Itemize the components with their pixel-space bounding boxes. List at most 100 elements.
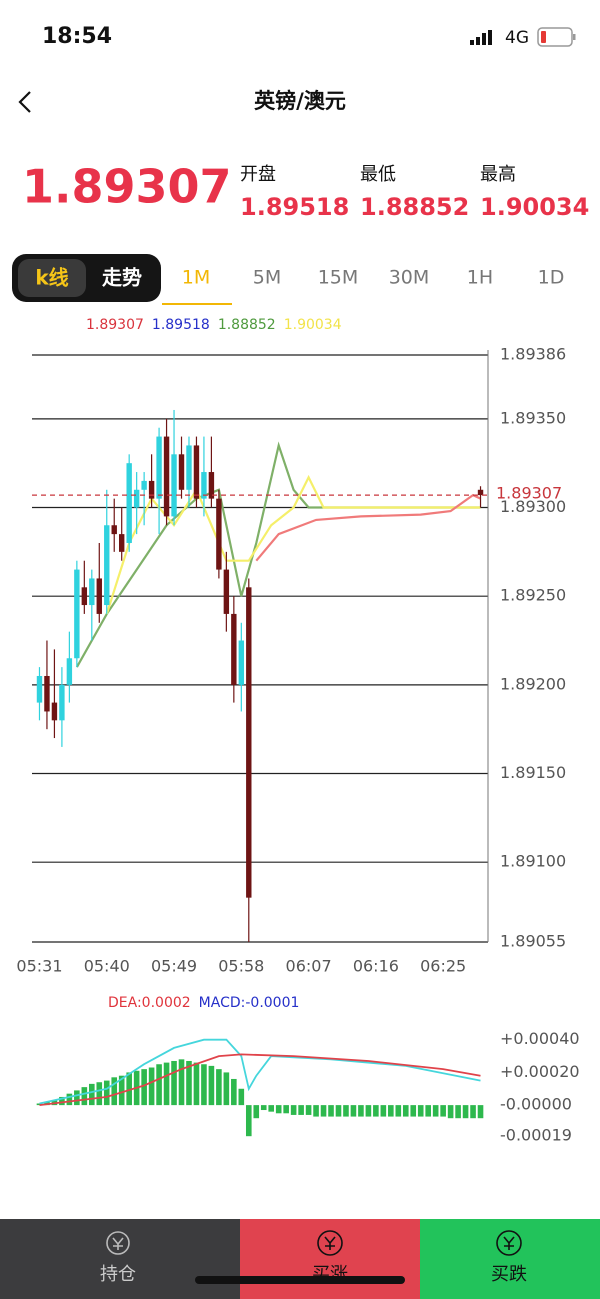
macd-bar	[455, 1105, 461, 1119]
mode-tab[interactable]: k线	[35, 266, 68, 290]
candle-body	[111, 525, 117, 535]
y-tick-label: +0.00020	[500, 1062, 580, 1081]
period-tab[interactable]: 5M	[253, 267, 281, 289]
candle-body	[81, 587, 88, 606]
macd-bar	[410, 1105, 417, 1117]
macd-bar	[365, 1105, 372, 1117]
macd-bar	[380, 1105, 387, 1117]
macd-bar	[328, 1105, 334, 1117]
stat-label: 最低	[360, 164, 396, 185]
candle-body	[216, 498, 222, 570]
macd-bar	[320, 1105, 327, 1117]
nav-buy-down-bg[interactable]	[420, 1219, 600, 1299]
y-tick-label: 1.89055	[500, 932, 566, 951]
y-tick-label: 1.89350	[500, 408, 566, 427]
legend-item: 1.89307	[86, 317, 144, 333]
macd-bar	[96, 1082, 103, 1106]
candle-body	[126, 463, 132, 543]
macd-bar	[111, 1077, 118, 1106]
x-tick-label: 05:31	[16, 957, 62, 976]
x-tick-label: 05:58	[218, 957, 264, 976]
macd-bar	[231, 1078, 237, 1106]
signal-icon	[470, 30, 492, 45]
nav-buy-up-bg[interactable]	[240, 1219, 420, 1299]
macd-bar	[171, 1060, 177, 1106]
macd-bar	[335, 1105, 342, 1117]
macd-bar	[477, 1105, 484, 1119]
macd-bar	[238, 1088, 245, 1106]
candle-body	[208, 472, 215, 499]
period-tab[interactable]: 1D	[538, 267, 565, 289]
moving-average-line	[75, 441, 481, 668]
candle-body	[51, 702, 58, 721]
candle-body	[141, 480, 147, 490]
current-price-label: 1.89307	[496, 484, 562, 503]
macd-bar	[388, 1105, 394, 1117]
stat-value: 1.89518	[240, 193, 349, 221]
y-tick-label: 1.89100	[500, 852, 566, 871]
macd-bar	[223, 1072, 230, 1106]
period-tab[interactable]: 1M	[182, 267, 210, 289]
macd-bar	[118, 1075, 125, 1106]
x-tick-label: 05:40	[84, 957, 130, 976]
period-underline	[162, 303, 232, 305]
macd-bar	[156, 1064, 162, 1106]
nav-label[interactable]: 买跌	[491, 1264, 527, 1285]
back-button[interactable]	[18, 91, 31, 113]
candle-body	[178, 454, 185, 490]
moving-average-line	[255, 493, 481, 562]
page-title: 英镑/澳元	[254, 89, 346, 113]
macd-bar	[66, 1093, 73, 1106]
legend-item: MACD:-0.0001	[199, 995, 300, 1011]
macd-bar	[402, 1105, 409, 1117]
y-tick-label: 1.89250	[500, 586, 566, 605]
macd-bar	[417, 1105, 424, 1117]
nav-icon-down	[496, 1230, 522, 1256]
period-tab[interactable]: 15M	[318, 267, 359, 289]
macd-bar	[178, 1059, 185, 1106]
candle-body	[238, 640, 245, 685]
macd-bar	[425, 1105, 431, 1117]
stat-label: 开盘	[240, 164, 276, 185]
candle-body	[171, 454, 177, 517]
candle-body	[44, 675, 50, 712]
mode-tab[interactable]: 走势	[102, 266, 142, 290]
macd-line	[39, 1053, 481, 1106]
y-tick-label: 1.89200	[500, 674, 566, 693]
stat-value: 1.88852	[360, 193, 469, 221]
nav-position-bg[interactable]	[0, 1219, 240, 1299]
candle-body	[223, 569, 230, 614]
macd-bar	[148, 1067, 155, 1106]
macd-bar	[163, 1062, 170, 1106]
candle-body	[66, 658, 73, 685]
candle-body	[133, 489, 140, 508]
macd-bar	[126, 1072, 132, 1106]
macd-bar	[253, 1105, 260, 1119]
candle-body	[477, 489, 484, 496]
home-indicator	[195, 1276, 405, 1284]
network-label: 4G	[505, 28, 529, 48]
macd-bar	[59, 1096, 65, 1106]
macd-bar	[268, 1105, 275, 1112]
candle-body	[89, 578, 95, 606]
period-tab[interactable]: 30M	[389, 267, 430, 289]
candle-body	[163, 436, 170, 517]
period-tab[interactable]: 1H	[467, 267, 493, 289]
macd-bar	[440, 1105, 446, 1117]
candle-body	[193, 445, 200, 499]
macd-bar	[245, 1105, 252, 1137]
macd-bar	[373, 1105, 379, 1117]
y-tick-label: -0.00019	[500, 1126, 572, 1145]
macd-bar	[89, 1083, 95, 1106]
current-price: 1.89307	[22, 160, 232, 214]
candle-body	[59, 684, 65, 721]
nav-label[interactable]: 持仓	[100, 1264, 136, 1285]
candle-body	[231, 613, 237, 685]
y-tick-label: 1.89150	[500, 763, 566, 782]
mode-active-bg	[18, 259, 86, 297]
macd-bar	[201, 1064, 207, 1106]
macd-bar	[74, 1090, 80, 1106]
candle-body	[36, 675, 43, 703]
